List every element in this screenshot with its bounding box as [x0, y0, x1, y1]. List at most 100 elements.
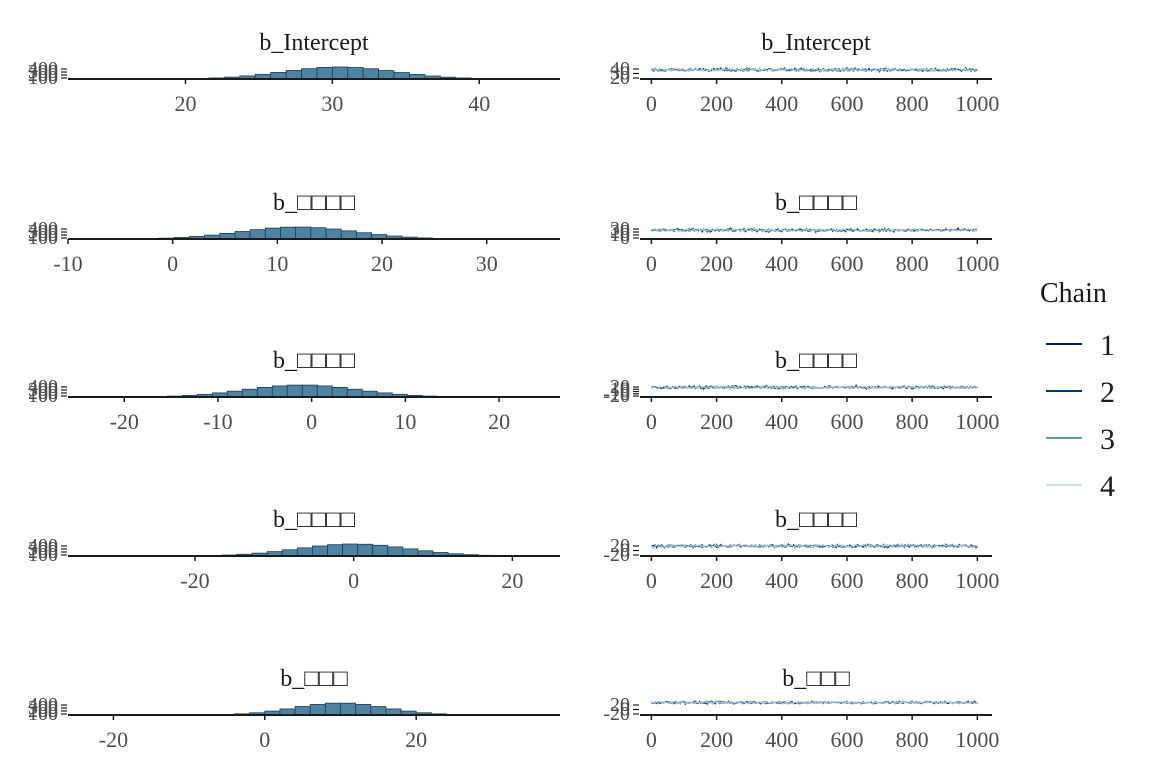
x-tick-label: -20	[110, 409, 139, 434]
y-tick-label: 30	[610, 218, 630, 240]
histogram-bar	[372, 544, 389, 557]
histogram-bar	[264, 227, 281, 240]
histogram-bar	[271, 385, 288, 398]
histogram-bar	[357, 543, 374, 557]
x-tick-label: 800	[896, 568, 929, 593]
x-tick-label: 20	[488, 409, 510, 434]
panel-title: b_Intercept	[259, 30, 369, 56]
histogram-bar	[324, 702, 341, 716]
y-tick-label: 200	[28, 541, 58, 563]
y-tick-label: 300	[28, 379, 58, 401]
histogram-bar	[378, 70, 395, 80]
x-tick-label: 600	[830, 409, 863, 434]
histogram-bar	[346, 388, 363, 398]
y-tick-label: 200	[28, 700, 58, 722]
y-tick-label: 400	[28, 58, 58, 80]
x-tick-label: 800	[896, 727, 929, 752]
y-tick-label: 30	[610, 63, 630, 85]
x-tick-label: 1000	[955, 727, 999, 752]
y-tick-label: 0	[620, 540, 630, 562]
y-tick-label: 100	[28, 703, 58, 725]
histogram-bar	[331, 386, 348, 398]
y-tick-label: 20	[610, 376, 630, 398]
histogram-bar	[241, 388, 258, 398]
histogram-bar	[327, 544, 343, 557]
x-tick-label: 800	[896, 251, 929, 276]
y-tick-label: 20	[610, 694, 630, 716]
y-tick-label: 0	[620, 699, 630, 721]
trace-line-chain-2	[651, 66, 978, 73]
x-tick-label: 200	[700, 91, 733, 116]
x-tick-label: 0	[167, 251, 178, 276]
histogram-bar	[340, 702, 357, 716]
x-tick-label: 20	[405, 727, 427, 752]
histogram-bar	[331, 66, 349, 80]
panel-title: b_□□□□	[273, 348, 355, 374]
x-tick-label: 800	[896, 91, 929, 116]
x-tick-label: 10	[266, 251, 288, 276]
histogram-bar	[295, 226, 312, 240]
trace-line-chain-4	[651, 227, 978, 234]
histogram-bar	[309, 704, 326, 716]
histogram-bar	[312, 545, 328, 557]
x-tick-label: 400	[765, 568, 798, 593]
x-tick-label: 0	[348, 568, 359, 593]
y-tick-label: 0	[620, 227, 630, 249]
x-tick-label: 0	[646, 91, 657, 116]
x-tick-label: -10	[53, 251, 82, 276]
x-tick-label: 1000	[955, 91, 999, 116]
histogram-bar	[316, 385, 333, 398]
x-tick-label: 400	[765, 409, 798, 434]
x-tick-label: 30	[476, 251, 498, 276]
trace-line-chain-4	[651, 700, 978, 705]
trace-line-chain-4	[651, 542, 978, 549]
y-tick-label: 400	[28, 218, 58, 240]
y-tick-label: 200	[28, 224, 58, 246]
x-tick-label: -20	[180, 568, 209, 593]
legend-title: Chain	[1040, 278, 1107, 309]
x-tick-label: -10	[203, 409, 232, 434]
y-tick-label: -10	[603, 383, 630, 405]
histogram-bar	[234, 231, 251, 240]
x-tick-label: 20	[501, 568, 523, 593]
x-tick-label: 10	[394, 409, 416, 434]
legend-label: 3	[1100, 423, 1115, 456]
histogram-bar	[316, 67, 333, 80]
x-tick-label: -20	[99, 727, 128, 752]
y-tick-label: 40	[610, 58, 630, 80]
y-tick-label: 300	[28, 538, 58, 560]
histogram-bar	[342, 543, 359, 557]
legend: Chain 1 2 3 4	[1040, 278, 1115, 503]
trace-line-chain-4	[651, 66, 978, 74]
y-tick-label: 20	[610, 535, 630, 557]
panel-title: b_□□□	[782, 666, 850, 692]
histogram-bar	[301, 384, 318, 398]
y-tick-label: -20	[603, 703, 630, 725]
x-tick-label: 600	[830, 251, 863, 276]
panel-title: b_□□□□	[775, 507, 857, 533]
x-tick-label: 200	[700, 409, 733, 434]
y-tick-label: 400	[28, 694, 58, 716]
y-tick-label: 200	[28, 64, 58, 86]
y-tick-label: 10	[610, 224, 630, 246]
trace-line-chain-4	[651, 384, 978, 391]
y-tick-label: 100	[28, 227, 58, 249]
panel-title: b_□□□□	[775, 190, 857, 216]
histogram-bar	[325, 228, 342, 240]
histogram-bar	[249, 229, 266, 240]
histogram-bar	[340, 230, 357, 240]
x-tick-label: 0	[646, 727, 657, 752]
histogram-bar	[355, 704, 372, 716]
histogram-bar	[301, 68, 318, 80]
panel-title: b_Intercept	[761, 30, 871, 56]
x-tick-label: 0	[259, 727, 270, 752]
x-tick-label: 200	[700, 727, 733, 752]
